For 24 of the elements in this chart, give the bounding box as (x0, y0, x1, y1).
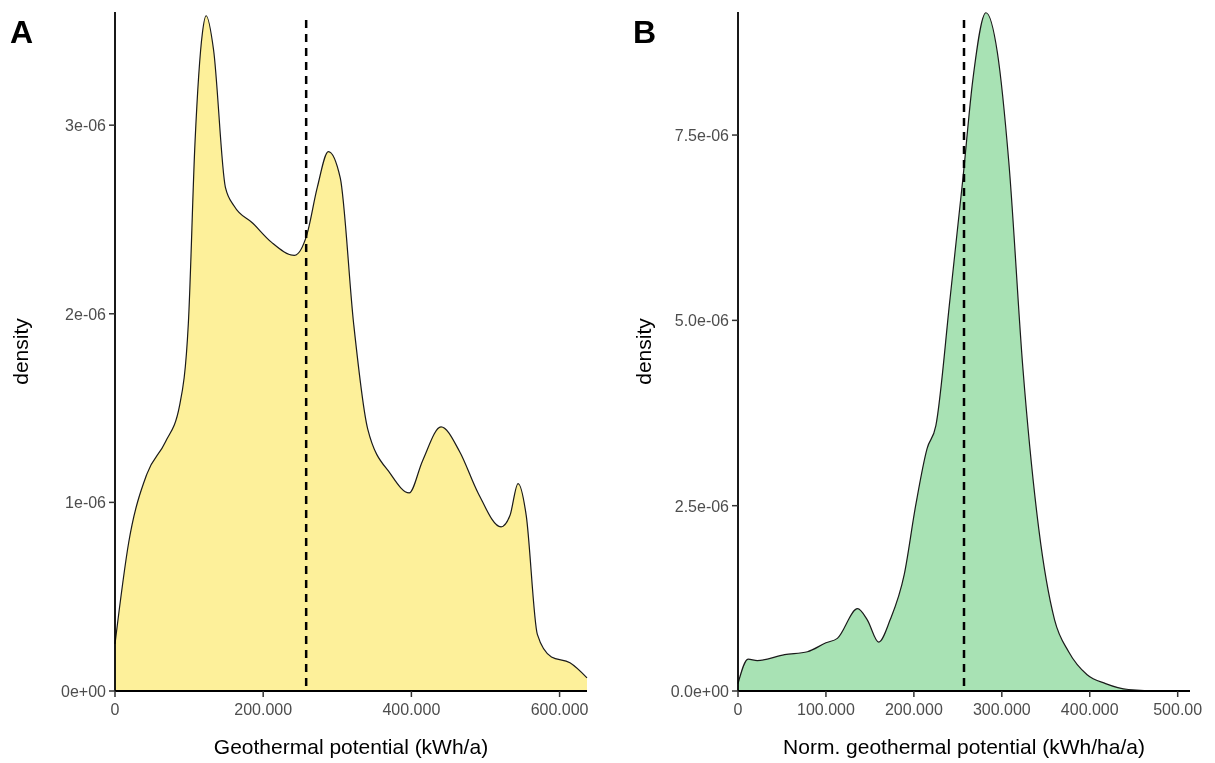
y-tick-label: 2.5e-06 (674, 497, 730, 515)
x-tick-label: 600.000 (530, 701, 589, 718)
y-tick-label: 5.0e-06 (674, 312, 730, 330)
y-tick-label: 0.0e+00 (670, 683, 730, 700)
x-tick-label: 100.000 (797, 701, 855, 718)
y-axis-title: density (632, 317, 655, 385)
x-tick-label: 200.000 (234, 701, 293, 718)
x-tick-label: 0 (110, 701, 120, 718)
x-tick-label: 300.000 (972, 701, 1031, 718)
x-tick-label: 400.000 (1060, 701, 1119, 718)
x-tick-label: 0 (733, 701, 743, 718)
y-tick-label: 0e+00 (61, 683, 107, 700)
chart-title: B (633, 14, 657, 50)
x-tick-label: 200.000 (884, 701, 943, 718)
x-axis-title: Norm. geothermal potential (kWh/ha/a) (783, 735, 1145, 758)
chart-title: A (10, 14, 34, 50)
x-tick-label: 500.00 (1153, 701, 1203, 718)
y-tick-label: 7.5e-06 (674, 127, 730, 145)
y-tick-label: 2e-06 (65, 305, 107, 323)
y-tick-label: 1e-06 (65, 494, 107, 512)
y-axis-title: density (9, 317, 32, 385)
x-tick-label: 400.000 (382, 701, 441, 718)
y-tick-label: 3e-06 (65, 117, 107, 135)
x-axis-title: Geothermal potential (kWh/a) (213, 735, 489, 758)
